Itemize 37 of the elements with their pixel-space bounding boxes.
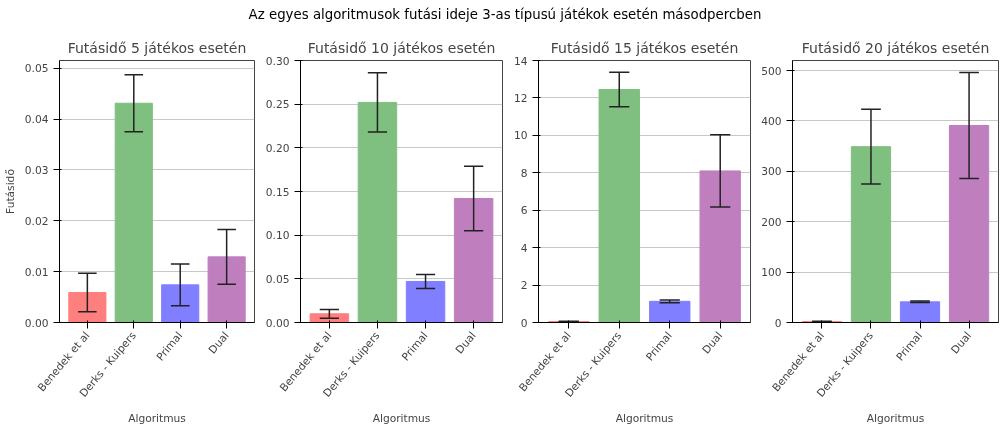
x-axis-title: Algoritmus bbox=[866, 411, 925, 425]
y-tick-label: 0.04 bbox=[24, 113, 49, 126]
y-tick-label: 0.05 bbox=[265, 272, 290, 286]
chart-title: Futásidő 10 játékos esetén bbox=[307, 39, 496, 56]
chart-title: Futásidő 5 játékos esetén bbox=[67, 39, 247, 56]
y-tick-label: 12 bbox=[513, 91, 528, 105]
y-tick-label: 0.20 bbox=[265, 141, 290, 155]
y-tick-label: 300 bbox=[761, 165, 782, 179]
x-axis-title: Algoritmus bbox=[128, 411, 187, 425]
y-tick-label: 0.30 bbox=[265, 54, 290, 68]
chart-title: Futásidő 15 játékos esetén bbox=[550, 39, 739, 56]
y-tick-label: 0 bbox=[774, 316, 782, 330]
y-tick-label: 4 bbox=[520, 241, 528, 255]
x-axis-title: Algoritmus bbox=[615, 411, 674, 425]
y-tick-label: 8 bbox=[520, 166, 528, 180]
y-tick-label: 0.05 bbox=[24, 62, 49, 76]
y-tick-label: 100 bbox=[761, 266, 782, 280]
y-tick-label: 500 bbox=[761, 64, 782, 78]
y-tick-label: 14 bbox=[513, 54, 528, 68]
y-tick-label: 0.03 bbox=[24, 163, 49, 177]
y-tick-label: 0.00 bbox=[24, 316, 49, 330]
y-tick-label: 400 bbox=[761, 114, 782, 128]
y-tick-label: 10 bbox=[513, 129, 528, 143]
y-tick-label: 6 bbox=[520, 204, 528, 218]
y-axis-title: Futásidő bbox=[3, 169, 17, 214]
text: Az egyes algoritmusok futási ideje 3-as típusú játékok esetén másodpercben bbox=[248, 6, 762, 24]
y-tick-label: 0.10 bbox=[265, 229, 290, 243]
chart-title: Futásidő 20 játékos esetén bbox=[801, 39, 990, 56]
y-tick-label: 0.15 bbox=[265, 185, 290, 199]
y-tick-label: 0 bbox=[520, 316, 528, 330]
y-tick-label: 200 bbox=[761, 215, 782, 229]
y-tick-label: 0.01 bbox=[24, 265, 49, 279]
x-axis-title: Algoritmus bbox=[372, 411, 431, 425]
y-tick-label: 2 bbox=[520, 279, 528, 293]
y-tick-label: 0.02 bbox=[24, 214, 49, 228]
y-tick-label: 0.00 bbox=[265, 316, 290, 330]
y-tick-label: 0.25 bbox=[265, 98, 290, 112]
